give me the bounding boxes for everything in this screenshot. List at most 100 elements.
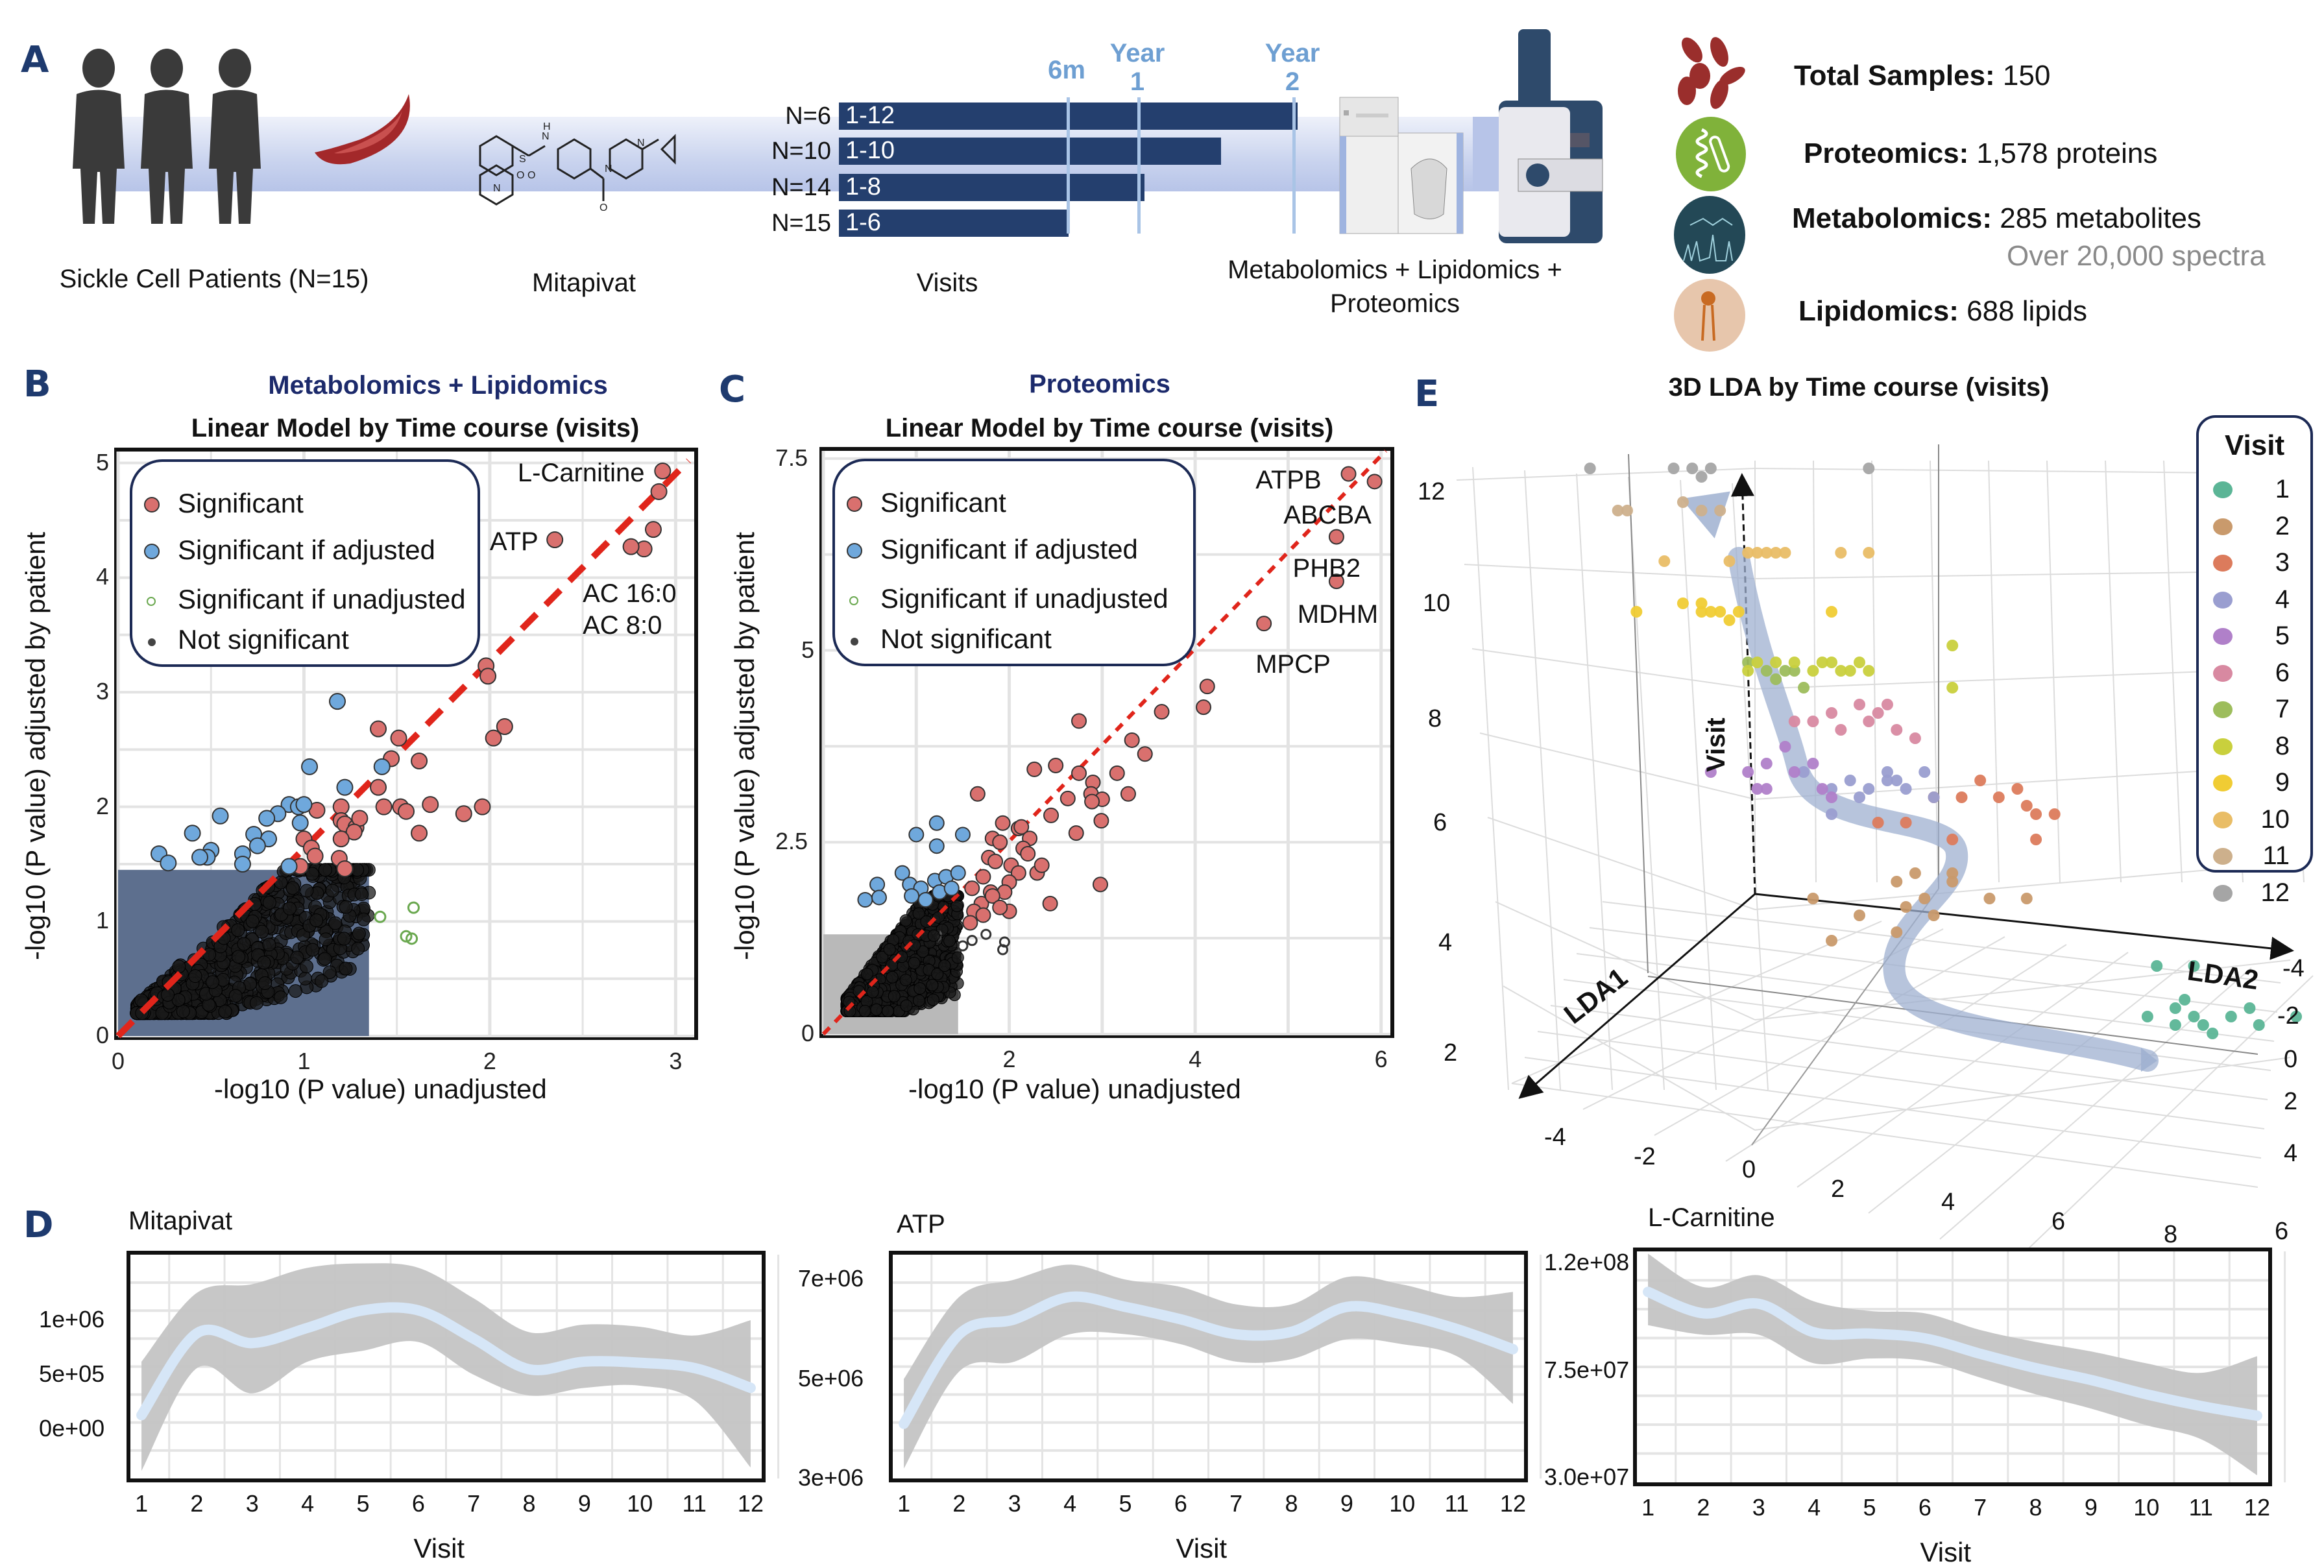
x-tick-label: 2 bbox=[190, 1490, 204, 1517]
lda-point-visit-10 bbox=[1658, 555, 1671, 567]
lda-point-visit-8 bbox=[1751, 657, 1763, 668]
lda-point-visit-6 bbox=[1872, 707, 1884, 719]
point-not-significant bbox=[858, 1005, 871, 1018]
legend-swatch-visit-9 bbox=[2213, 775, 2233, 791]
y-tick-label: 3e+06 bbox=[798, 1464, 864, 1491]
point-significant bbox=[336, 860, 354, 878]
point-not-significant bbox=[309, 913, 324, 928]
legend-label: 1 bbox=[2275, 475, 2290, 503]
lda-point-visit-2 bbox=[1807, 893, 1819, 904]
panel-letter-c: C bbox=[719, 368, 746, 411]
lda-point-visit-12 bbox=[1667, 463, 1680, 474]
lda-point-visit-1 bbox=[2188, 960, 2200, 972]
point-not-significant bbox=[927, 929, 940, 942]
lda-point-visit-12 bbox=[1584, 463, 1596, 474]
lda-point-visit-2 bbox=[1946, 867, 1959, 879]
y-tick-label: 4 bbox=[96, 563, 110, 590]
x-tick-label: 5 bbox=[356, 1490, 370, 1517]
point-significant bbox=[411, 753, 428, 769]
point-significant bbox=[1026, 761, 1043, 777]
point-not-significant bbox=[357, 912, 371, 926]
x-tick-label: 2 bbox=[483, 1048, 496, 1074]
point-not-significant bbox=[202, 947, 217, 961]
lda-point-visit-4 bbox=[1798, 766, 1810, 778]
x-tick-label: 9 bbox=[577, 1490, 591, 1517]
point-significant bbox=[1199, 679, 1215, 695]
point-significant bbox=[984, 888, 1000, 904]
lda-point-visit-10 bbox=[1779, 547, 1791, 559]
lda-point-visit-8 bbox=[1770, 657, 1782, 668]
y-tick-label: 1 bbox=[96, 907, 110, 934]
y-tick-label: 5 bbox=[801, 636, 815, 663]
lda1-tick-label: -4 bbox=[1544, 1124, 1566, 1151]
lda2-axis-label: LDA2 bbox=[2186, 955, 2260, 995]
lipid-icon bbox=[1674, 279, 1745, 352]
lda2-tick-label: 0 bbox=[2284, 1046, 2297, 1073]
lda-point-visit-3 bbox=[2020, 800, 2033, 812]
lda-point-visit-1 bbox=[2244, 1002, 2256, 1014]
point-not-significant bbox=[926, 979, 939, 992]
lda-point-visit-3 bbox=[2030, 808, 2042, 820]
legend-label: Significant if unadjusted bbox=[178, 584, 466, 614]
point-not-significant bbox=[282, 901, 297, 915]
line-chart-plot-atp bbox=[889, 1251, 1542, 1482]
legend-label: Significant if adjusted bbox=[880, 534, 1138, 564]
point-sig-adjusted bbox=[234, 856, 251, 873]
lda-point-visit-8 bbox=[1742, 665, 1754, 677]
point-sig-unadjusted bbox=[400, 930, 413, 943]
point-not-significant bbox=[319, 932, 333, 947]
point-sig-adjusted bbox=[329, 693, 346, 710]
x-tick-label: 8 bbox=[2029, 1494, 2042, 1521]
lda-point-visit-3 bbox=[1872, 817, 1884, 828]
panel-b-ylabel: -log10 (P value) adjusted by patient bbox=[20, 532, 51, 960]
point-not-significant bbox=[337, 932, 351, 946]
point-not-significant bbox=[306, 943, 320, 957]
point-sig-adjusted bbox=[869, 876, 886, 893]
point-significant bbox=[474, 798, 491, 815]
grid-line bbox=[1754, 959, 2291, 1020]
point-significant bbox=[345, 823, 363, 841]
lda1-tick-label: 6 bbox=[2052, 1208, 2065, 1235]
summary-key: Lipidomics: bbox=[1798, 295, 1959, 327]
point-significant bbox=[1154, 704, 1170, 720]
y-tick-label: 3.0e+07 bbox=[1544, 1463, 1630, 1490]
lda-point-visit-12 bbox=[1704, 463, 1717, 474]
point-significant bbox=[1059, 790, 1076, 806]
x-tick-label: 8 bbox=[1285, 1490, 1298, 1517]
lda-point-visit-1 bbox=[2253, 1019, 2265, 1031]
svg-text:O: O bbox=[599, 202, 607, 213]
point-not-significant bbox=[232, 950, 246, 964]
legend-marker-not-significant bbox=[851, 638, 858, 645]
point-not-significant bbox=[318, 863, 332, 877]
lda-point-visit-8 bbox=[1854, 657, 1865, 668]
point-significant bbox=[975, 869, 991, 885]
x-tick-label: 1 bbox=[897, 1490, 911, 1517]
x-tick-label: 6 bbox=[1174, 1490, 1187, 1517]
lda1-tick-label: -2 bbox=[1634, 1143, 1656, 1170]
point-significant bbox=[1043, 807, 1059, 823]
x-tick-label: 11 bbox=[2188, 1494, 2213, 1521]
legend-label: 10 bbox=[2260, 804, 2290, 834]
point-annotation: ATP bbox=[489, 527, 539, 557]
lda-point-visit-5 bbox=[1751, 783, 1763, 795]
point-significant bbox=[390, 729, 407, 747]
panel-letter-d: D bbox=[23, 1204, 54, 1246]
point-sig-adjusted bbox=[894, 865, 910, 881]
lda-point-visit-5 bbox=[1779, 741, 1791, 753]
summary-row: Proteomics: 1,578 proteins bbox=[1804, 138, 2157, 170]
svg-text:S: S bbox=[519, 154, 526, 165]
lda-point-visit-6 bbox=[1788, 716, 1800, 727]
svg-text:H: H bbox=[543, 121, 551, 132]
point-significant bbox=[1010, 865, 1026, 881]
point-significant bbox=[1034, 857, 1050, 873]
grid-line bbox=[1524, 470, 1561, 1091]
patients-caption: Sickle Cell Patients (N=15) bbox=[59, 265, 369, 293]
legend-label: Not significant bbox=[880, 623, 1052, 654]
x-tick-label: 9 bbox=[1340, 1490, 1353, 1517]
significance-legend: Significant Significant if adjusted Signif… bbox=[130, 459, 480, 667]
point-sig-adjusted bbox=[943, 880, 960, 897]
smoothed-trend-line bbox=[899, 1291, 1518, 1429]
point-not-significant bbox=[339, 900, 353, 914]
lda-point-visit-4 bbox=[1826, 783, 1838, 795]
point-not-significant bbox=[926, 993, 939, 1006]
